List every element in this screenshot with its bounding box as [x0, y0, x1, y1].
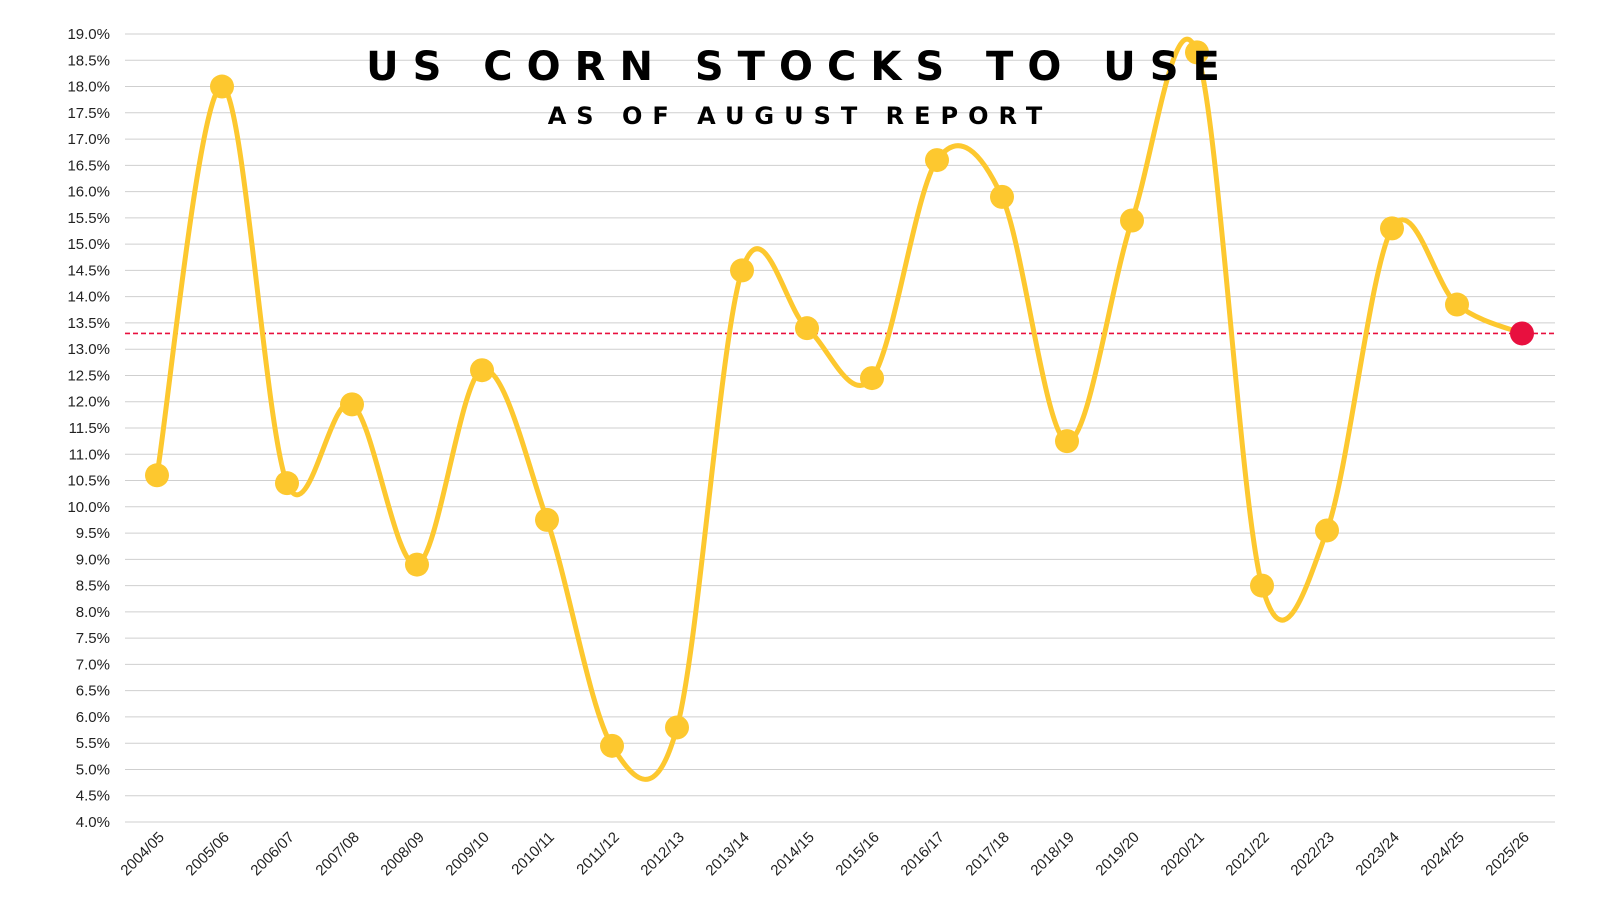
y-tick-label: 14.5% [67, 262, 110, 279]
x-tick-label: 2019/20 [1092, 829, 1142, 879]
data-point [860, 366, 884, 391]
y-tick-label: 15.0% [67, 236, 110, 253]
data-points [145, 40, 1534, 758]
x-tick-label: 2014/15 [767, 829, 817, 879]
x-tick-label: 2015/16 [832, 829, 882, 879]
y-tick-label: 13.5% [67, 315, 110, 332]
data-point [925, 148, 949, 173]
y-tick-label: 6.0% [76, 709, 110, 726]
data-point [600, 733, 624, 758]
y-tick-label: 12.0% [67, 394, 110, 411]
x-tick-label: 2007/08 [312, 829, 362, 879]
data-point [1120, 208, 1144, 233]
x-tick-label: 2005/06 [182, 829, 232, 879]
y-tick-label: 7.0% [76, 656, 110, 673]
x-tick-label: 2025/26 [1482, 829, 1532, 879]
x-tick-label: 2012/13 [637, 829, 687, 879]
y-tick-label: 5.0% [76, 761, 110, 778]
x-tick-label: 2017/18 [962, 829, 1012, 879]
x-tick-label: 2010/11 [508, 829, 558, 879]
data-point [795, 316, 819, 341]
data-point [1185, 40, 1209, 65]
y-tick-label: 17.0% [67, 131, 110, 148]
y-tick-label: 16.5% [67, 157, 110, 174]
x-tick-label: 2020/21 [1157, 829, 1207, 879]
data-point [1445, 292, 1469, 317]
y-tick-label: 13.0% [67, 341, 110, 358]
data-point [1055, 429, 1079, 454]
x-tick-label: 2011/12 [573, 829, 623, 879]
data-point [1315, 518, 1339, 543]
y-tick-label: 9.0% [76, 551, 110, 568]
x-tick-label: 2013/14 [702, 829, 752, 879]
y-tick-label: 18.0% [67, 79, 110, 96]
data-point [275, 471, 299, 496]
x-tick-label: 2004/05 [117, 829, 167, 879]
y-tick-label: 5.5% [76, 735, 110, 752]
y-tick-label: 4.0% [76, 814, 110, 831]
data-point [340, 392, 364, 417]
data-point [145, 463, 169, 488]
x-tick-label: 2022/23 [1287, 829, 1337, 879]
y-tick-label: 17.5% [67, 105, 110, 122]
data-point [1250, 573, 1274, 598]
y-tick-label: 18.5% [67, 52, 110, 69]
data-point-highlight [1510, 321, 1534, 346]
y-tick-label: 12.5% [67, 367, 110, 384]
y-tick-label: 7.5% [76, 630, 110, 647]
data-point [405, 552, 429, 577]
x-tick-label: 2006/07 [247, 829, 297, 879]
chart-title: US CORN STOCKS TO USE [366, 44, 1234, 90]
data-point [1380, 216, 1404, 241]
x-tick-label: 2008/09 [377, 829, 427, 879]
y-axis-ticks: 4.0% 4.5% 5.0% 5.5% 6.0% 6.5% 7.0% 7.5% 8.0% 8.5%… [67, 26, 110, 831]
y-tick-label: 16.0% [67, 184, 110, 201]
y-tick-label: 15.5% [67, 210, 110, 227]
y-tick-label: 14.0% [67, 289, 110, 306]
y-tick-label: 8.5% [76, 578, 110, 595]
data-point [665, 715, 689, 740]
y-tick-label: 6.5% [76, 683, 110, 700]
x-axis-ticks: 2004/05 2005/06 2006/07 2007/08 2008/09 2009/… [117, 829, 1532, 879]
x-tick-label: 2016/17 [897, 829, 947, 879]
grid [125, 33, 1555, 823]
data-point [535, 507, 559, 532]
y-tick-label: 10.0% [67, 499, 110, 516]
data-point [990, 184, 1014, 209]
y-tick-label: 4.5% [76, 788, 110, 805]
y-tick-label: 11.5% [69, 420, 110, 437]
y-tick-label: 19.0% [67, 26, 110, 43]
data-point [730, 258, 754, 283]
x-tick-label: 2024/25 [1417, 829, 1467, 879]
x-tick-label: 2018/19 [1027, 829, 1077, 879]
data-point [470, 358, 494, 383]
x-tick-label: 2021/22 [1222, 829, 1272, 879]
chart-subtitle: AS OF AUGUST REPORT [548, 102, 1053, 130]
data-point [210, 74, 234, 99]
y-tick-label: 10.5% [67, 473, 110, 490]
x-tick-label: 2009/10 [442, 829, 492, 879]
x-tick-label: 2023/24 [1352, 829, 1402, 879]
y-tick-label: 8.0% [76, 604, 110, 621]
y-tick-label: 9.5% [76, 525, 110, 542]
y-tick-label: 11.0% [69, 446, 110, 463]
